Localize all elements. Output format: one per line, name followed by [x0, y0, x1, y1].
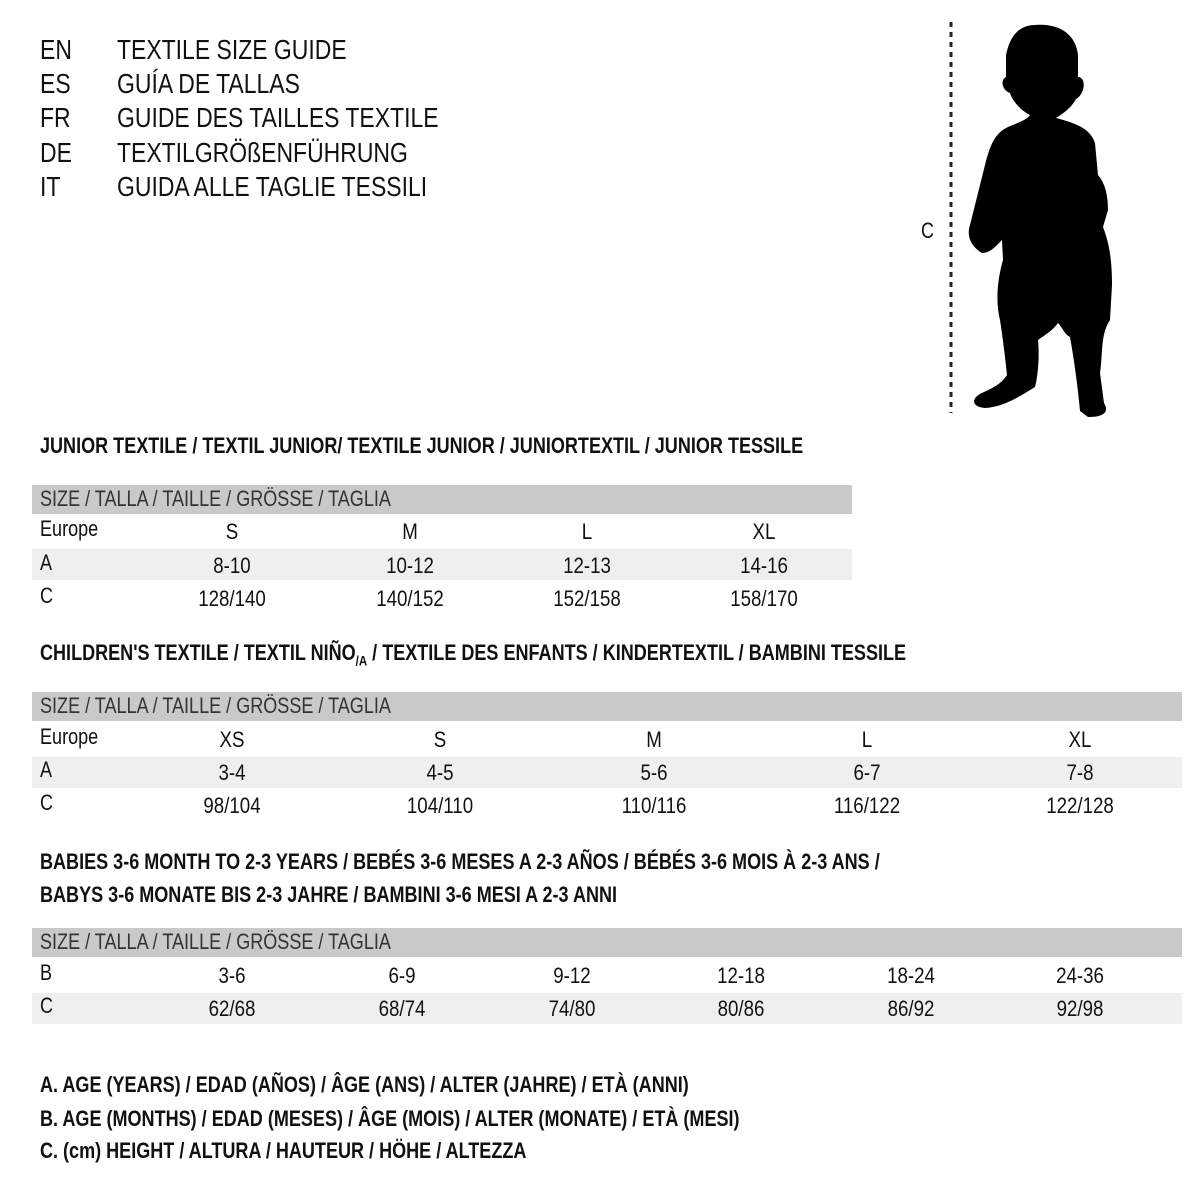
size-cell: XS — [219, 727, 245, 752]
shaded-row-bg — [32, 993, 1182, 1024]
size-cell: 62/68 — [208, 996, 256, 1021]
size-cell: S — [433, 727, 447, 752]
height-measure-label: C — [921, 218, 935, 243]
legend-c: C. (cm) HEIGHT / ALTURA / HAUTEUR / HÖHE… — [40, 1138, 527, 1163]
size-cell: 3-4 — [218, 760, 246, 785]
babies-section-title-line1: BABIES 3-6 MONTH TO 2-3 YEARS / BEBÉS 3-… — [40, 849, 880, 874]
size-cell: 86/92 — [887, 996, 935, 1021]
size-cell: 128/140 — [198, 586, 266, 611]
children-size-header — [32, 692, 1182, 721]
size-cell: 104/110 — [406, 793, 474, 818]
lang-code: FR — [40, 102, 71, 133]
size-cell: 3-6 — [218, 963, 246, 988]
babies-section-title-line2: BABYS 3-6 MONATE BIS 2-3 JAHRE / BAMBINI… — [40, 882, 618, 907]
legend-b: B. AGE (MONTHS) / EDAD (MESES) / ÂGE (MO… — [40, 1106, 740, 1131]
size-cell: L — [861, 727, 873, 752]
row-label: C — [40, 790, 54, 815]
size-cell: 9-12 — [553, 963, 591, 988]
guide-title: GUÍA DE TALLAS — [117, 68, 300, 99]
row-label: A — [40, 550, 53, 575]
junior-size-header — [32, 485, 852, 514]
size-cell: 18-24 — [887, 963, 935, 988]
size-cell: 140/152 — [376, 586, 444, 611]
legend-a: A. AGE (YEARS) / EDAD (AÑOS) / ÂGE (ANS)… — [40, 1072, 689, 1097]
size-cell: 92/98 — [1056, 996, 1104, 1021]
size-cell: 24-36 — [1056, 963, 1104, 988]
size-cell: 6-7 — [853, 760, 881, 785]
row-label: Europe — [40, 724, 99, 749]
size-cell: 5-6 — [640, 760, 668, 785]
size-cell: 158/170 — [730, 586, 798, 611]
size-cell: 74/80 — [548, 996, 596, 1021]
row-label: A — [40, 757, 53, 782]
size-cell: M — [646, 727, 662, 752]
size-cell: 7-8 — [1066, 760, 1094, 785]
lang-code: ES — [40, 68, 71, 99]
size-cell: 12-13 — [563, 553, 611, 578]
size-cell: 12-18 — [717, 963, 765, 988]
size-cell: XL — [1068, 727, 1092, 752]
children-section-title: CHILDREN'S TEXTILE / TEXTIL NIÑO/A / TEX… — [40, 640, 907, 669]
guide-title: GUIDE DES TAILLES TEXTILE — [117, 102, 439, 133]
row-label: C — [40, 993, 54, 1018]
guide-title: GUIDA ALLE TAGLIE TESSILI — [117, 171, 428, 202]
babies-size-header — [32, 928, 1182, 957]
size-header-label: SIZE / TALLA / TAILLE / GRÖSSE / TAGLIA — [40, 486, 391, 511]
size-cell: 4-5 — [426, 760, 454, 785]
size-cell: 152/158 — [553, 586, 621, 611]
row-label: Europe — [40, 516, 99, 541]
child-silhouette-icon — [949, 22, 1112, 417]
size-cell: 80/86 — [717, 996, 765, 1021]
lang-code: EN — [40, 34, 72, 65]
size-cell: XL — [752, 519, 776, 544]
guide-title: TEXTILE SIZE GUIDE — [117, 34, 347, 65]
size-cell: 98/104 — [203, 793, 261, 818]
size-cell: 14-16 — [740, 553, 788, 578]
lang-code: DE — [40, 137, 72, 168]
size-header-label: SIZE / TALLA / TAILLE / GRÖSSE / TAGLIA — [40, 929, 391, 954]
size-cell: 110/116 — [621, 793, 687, 818]
size-cell: 116/122 — [833, 793, 901, 818]
size-cell: L — [581, 519, 593, 544]
guide-title: TEXTILGRÖßENFÜHRUNG — [117, 137, 408, 168]
size-cell: 8-10 — [213, 553, 251, 578]
row-label: B — [40, 960, 53, 985]
size-cell: 68/74 — [378, 996, 426, 1021]
size-cell: S — [225, 519, 239, 544]
row-label: C — [40, 583, 54, 608]
shaded-row-bg — [32, 757, 1182, 788]
size-cell: 122/128 — [1046, 793, 1114, 818]
size-cell: 10-12 — [386, 553, 434, 578]
size-header-label: SIZE / TALLA / TAILLE / GRÖSSE / TAGLIA — [40, 693, 391, 718]
size-cell: 6-9 — [388, 963, 416, 988]
junior-section-title: JUNIOR TEXTILE / TEXTIL JUNIOR/ TEXTILE … — [40, 433, 804, 458]
size-cell: M — [402, 519, 418, 544]
shaded-row-bg — [32, 549, 852, 580]
lang-code: IT — [40, 171, 61, 202]
